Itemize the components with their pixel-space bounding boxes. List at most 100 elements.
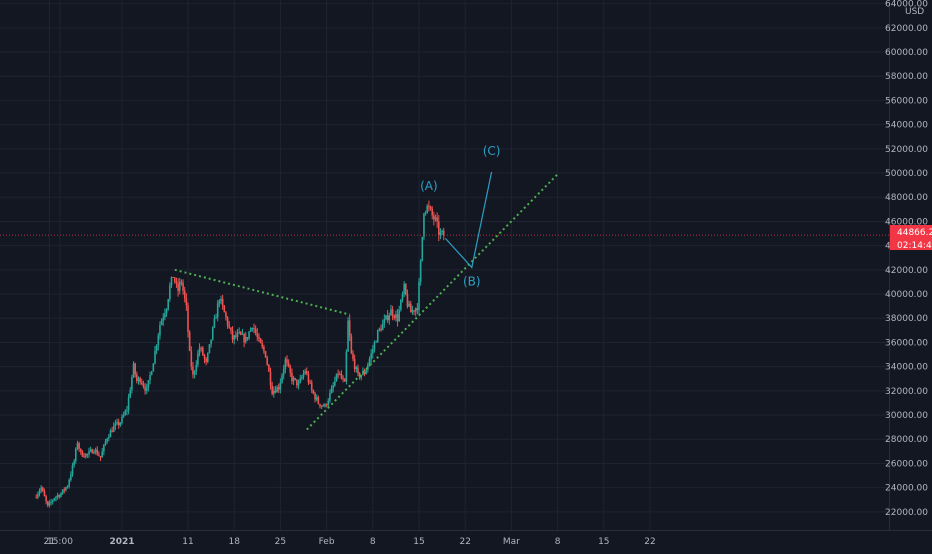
price-tick-label: 58000.00 — [885, 72, 928, 82]
last-price-label: 44866.23 02:14:47 — [890, 225, 932, 251]
candle-body — [332, 385, 334, 389]
candle-body — [63, 489, 66, 491]
candle-body — [238, 331, 240, 334]
candle-body — [137, 378, 140, 382]
candle-body — [183, 290, 186, 299]
countdown-badge — [890, 238, 932, 250]
candle-body — [386, 315, 389, 321]
candle-body — [180, 281, 183, 283]
candle-body — [178, 281, 181, 291]
price-tick-label: 34000.00 — [885, 363, 928, 373]
candle-body — [320, 405, 323, 407]
candle-body — [357, 367, 359, 374]
price-axis[interactable]: 22000.00 24000.00 26000.00 28000.00 30000.00… — [885, 0, 928, 518]
candle-body — [376, 330, 379, 342]
price-tick-label: 30000.00 — [885, 411, 928, 421]
candle-body — [319, 403, 321, 407]
time-tick-label: 8 — [370, 537, 376, 547]
candle-body — [165, 309, 168, 314]
candle-body — [362, 371, 364, 375]
candle-body — [307, 373, 310, 383]
candle-body — [400, 299, 402, 310]
price-tick-label: 50000.00 — [885, 169, 928, 179]
candle-body — [136, 374, 138, 382]
drawings[interactable]: (A) (B) (C) — [0, 144, 889, 431]
candle-body — [231, 330, 234, 340]
candle-body — [273, 390, 275, 395]
candle-body — [56, 495, 59, 497]
candle-body — [65, 487, 67, 491]
wave-projection-path[interactable] — [444, 171, 493, 269]
time-tick-label: 15 — [598, 537, 609, 547]
candle-body — [50, 501, 52, 503]
wave-label: (C) — [483, 144, 501, 158]
time-tick-label: 22 — [459, 537, 470, 547]
candle-body — [55, 496, 57, 499]
candle-body — [205, 358, 207, 362]
resistance-trendline[interactable] — [174, 268, 350, 316]
candles — [35, 200, 445, 508]
candle-body — [324, 404, 326, 407]
candle-body — [76, 443, 79, 449]
candle-body — [337, 373, 339, 375]
candle-body — [277, 387, 280, 390]
candle-body — [244, 337, 247, 343]
candle-body — [223, 305, 226, 313]
candle-body — [259, 338, 262, 344]
candle-body — [340, 374, 343, 379]
candle-body — [131, 377, 133, 390]
candle-body — [122, 414, 125, 417]
candle-body — [132, 363, 135, 378]
candle-body — [335, 373, 338, 382]
candle-body — [111, 430, 113, 433]
candle-body — [243, 334, 245, 343]
candle-body — [174, 277, 176, 283]
candle-body — [264, 351, 267, 358]
candle-body — [84, 453, 87, 457]
candle-body — [330, 388, 333, 394]
candle-body — [269, 371, 272, 386]
candle-body — [193, 371, 196, 375]
candle-body — [304, 371, 306, 374]
candle-body — [302, 373, 305, 378]
candle-body — [254, 329, 257, 334]
candle-body — [198, 347, 201, 354]
candle-body — [342, 378, 344, 380]
candle-body — [127, 397, 130, 411]
candle-body — [93, 451, 95, 454]
candle-body — [162, 317, 165, 321]
candle-body — [405, 283, 407, 295]
candle-body — [38, 490, 41, 494]
candle-body — [116, 421, 118, 424]
candle-body — [251, 327, 254, 329]
candle-body — [98, 454, 100, 457]
candle-body — [75, 448, 77, 461]
candle-body — [284, 359, 287, 370]
candle-body — [220, 298, 222, 301]
candle-body — [164, 313, 166, 318]
candle-body — [396, 314, 399, 322]
candle-body — [167, 299, 169, 310]
candle-body — [109, 430, 112, 438]
candle-body — [104, 441, 107, 445]
candle-body — [139, 378, 141, 383]
candle-body — [51, 500, 54, 502]
candle-body — [221, 298, 224, 306]
candle-body — [442, 230, 445, 236]
price-tick-label: 40000.00 — [885, 290, 928, 300]
candle-body — [66, 486, 69, 488]
candle-body — [428, 205, 430, 207]
candle-body — [343, 379, 346, 382]
candle-body — [391, 309, 394, 317]
candle-body — [429, 206, 432, 209]
candle-body — [352, 353, 354, 359]
candle-body — [390, 309, 392, 316]
candle-body — [276, 387, 278, 393]
candle-body — [274, 390, 277, 393]
candle-body — [363, 371, 366, 375]
candle-body — [203, 355, 206, 359]
